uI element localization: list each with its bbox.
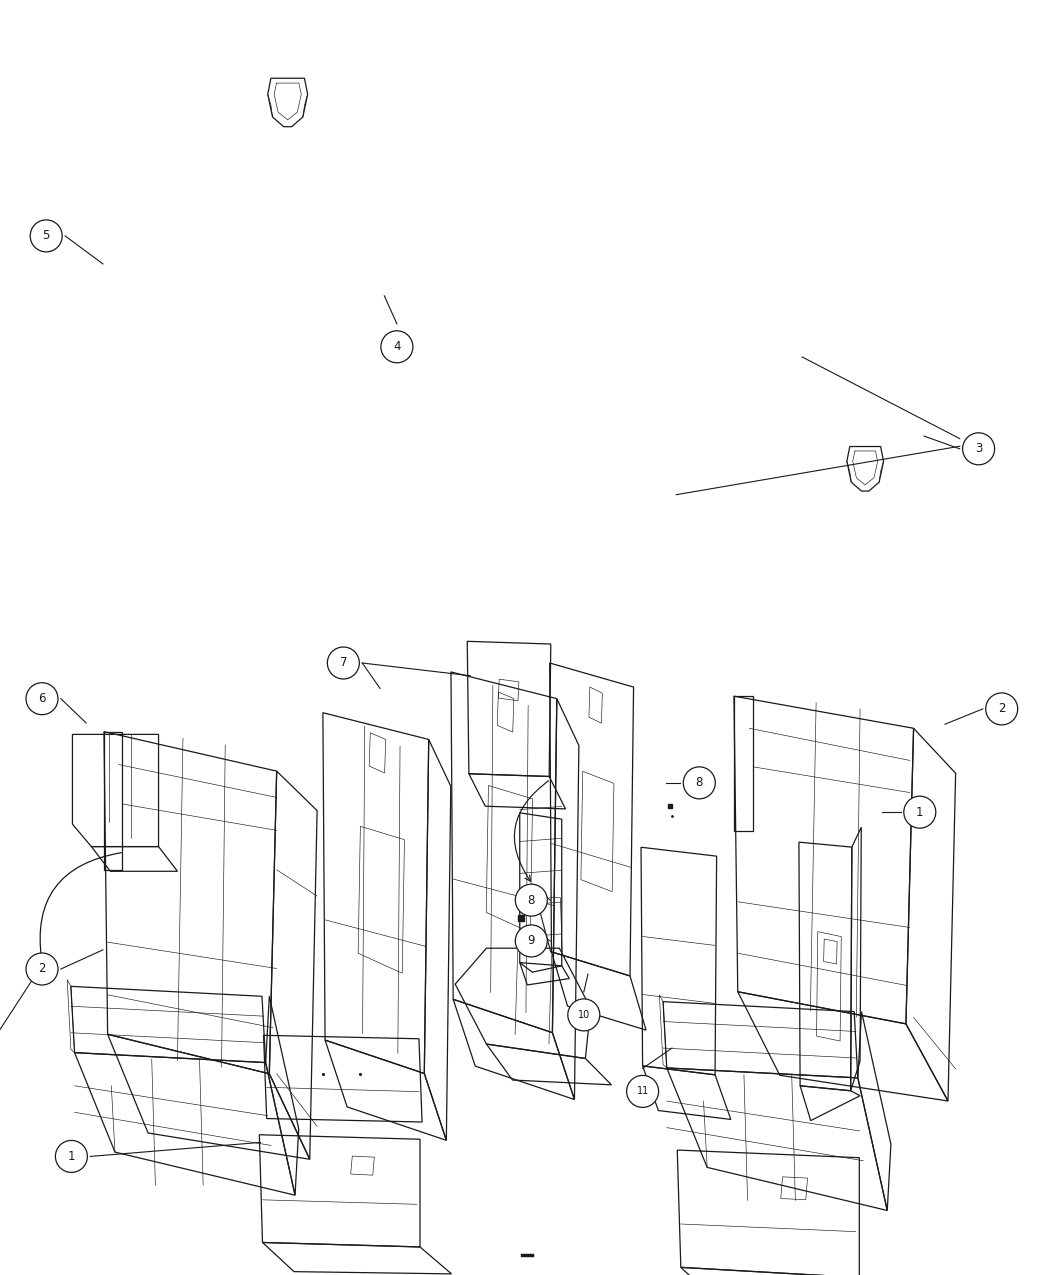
Circle shape <box>56 1140 87 1173</box>
Text: 7: 7 <box>339 657 348 669</box>
Circle shape <box>627 1075 658 1108</box>
Text: 11: 11 <box>636 1086 649 1096</box>
Text: 2: 2 <box>38 963 46 975</box>
Circle shape <box>986 692 1017 725</box>
Text: 4: 4 <box>393 340 401 353</box>
Circle shape <box>26 682 58 715</box>
Text: 1: 1 <box>67 1150 76 1163</box>
Circle shape <box>516 924 547 958</box>
Text: 8: 8 <box>695 776 704 789</box>
Text: 1: 1 <box>916 806 924 819</box>
Text: 10: 10 <box>578 1010 590 1020</box>
Circle shape <box>684 766 715 799</box>
Circle shape <box>381 330 413 363</box>
Text: 3: 3 <box>974 442 983 455</box>
Text: 9: 9 <box>527 935 536 947</box>
Circle shape <box>516 884 547 917</box>
Text: 5: 5 <box>42 230 50 242</box>
Circle shape <box>568 998 600 1031</box>
Circle shape <box>30 219 62 252</box>
Circle shape <box>26 952 58 986</box>
Circle shape <box>904 796 936 829</box>
Text: 6: 6 <box>38 692 46 705</box>
Text: 8: 8 <box>527 894 536 907</box>
Text: 2: 2 <box>998 703 1006 715</box>
Circle shape <box>963 432 994 465</box>
Circle shape <box>328 646 359 680</box>
